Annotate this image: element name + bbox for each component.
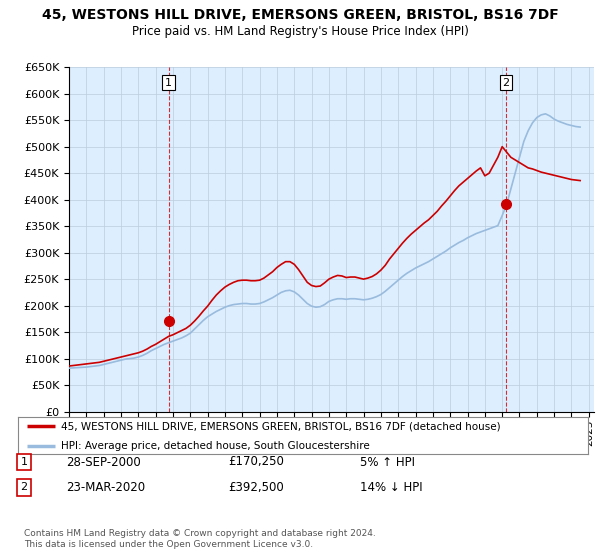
Text: 1: 1 <box>165 77 172 87</box>
Text: 2: 2 <box>20 482 28 492</box>
Text: HPI: Average price, detached house, South Gloucestershire: HPI: Average price, detached house, Sout… <box>61 441 370 451</box>
Text: £392,500: £392,500 <box>228 480 284 494</box>
Text: 5% ↑ HPI: 5% ↑ HPI <box>360 455 415 469</box>
Text: 23-MAR-2020: 23-MAR-2020 <box>66 480 145 494</box>
Text: £170,250: £170,250 <box>228 455 284 469</box>
Text: 2: 2 <box>502 77 509 87</box>
Text: 14% ↓ HPI: 14% ↓ HPI <box>360 480 422 494</box>
Text: 28-SEP-2000: 28-SEP-2000 <box>66 455 141 469</box>
Text: Contains HM Land Registry data © Crown copyright and database right 2024.
This d: Contains HM Land Registry data © Crown c… <box>24 529 376 549</box>
Text: 1: 1 <box>20 457 28 467</box>
Text: 45, WESTONS HILL DRIVE, EMERSONS GREEN, BRISTOL, BS16 7DF: 45, WESTONS HILL DRIVE, EMERSONS GREEN, … <box>41 8 559 22</box>
Text: 45, WESTONS HILL DRIVE, EMERSONS GREEN, BRISTOL, BS16 7DF (detached house): 45, WESTONS HILL DRIVE, EMERSONS GREEN, … <box>61 421 500 431</box>
Text: Price paid vs. HM Land Registry's House Price Index (HPI): Price paid vs. HM Land Registry's House … <box>131 25 469 38</box>
